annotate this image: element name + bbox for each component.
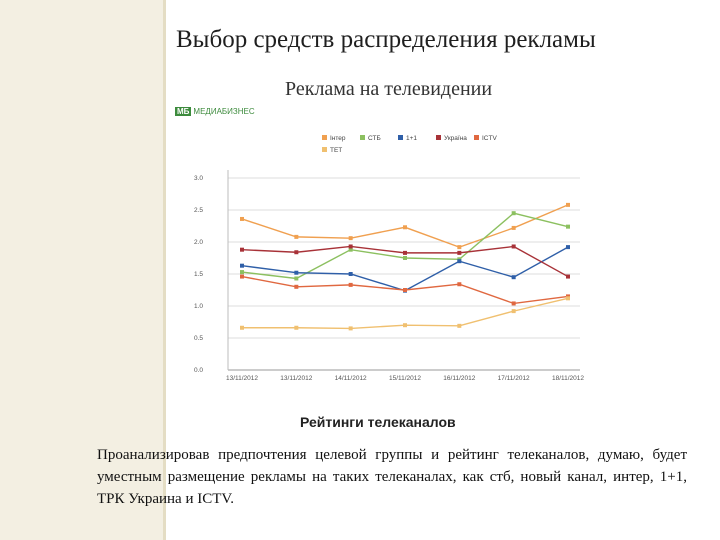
data-point — [348, 236, 353, 241]
y-tick-label: 3.0 — [194, 175, 203, 182]
chart-title: Рейтинги телеканалов — [300, 414, 456, 430]
x-tick-label: 15/11/2012 — [389, 375, 421, 382]
data-point — [240, 216, 244, 221]
chart-legend: Інтер СТБ 1+1 Україна ICTV ТЕТ — [322, 135, 497, 154]
data-point — [511, 301, 516, 306]
data-point — [457, 245, 462, 250]
data-point — [566, 245, 570, 250]
data-point — [511, 309, 516, 314]
data-point — [457, 323, 462, 328]
data-point — [566, 202, 570, 207]
legend-label: ТЕТ — [330, 147, 342, 154]
legend-label: Інтер — [330, 135, 346, 142]
legend-label: СТБ — [368, 135, 381, 142]
data-point — [294, 325, 299, 330]
data-point — [348, 272, 353, 276]
data-point — [348, 244, 353, 249]
y-tick-label: 1.0 — [194, 303, 203, 310]
legend-swatch — [398, 135, 403, 140]
left-decor-line — [163, 0, 166, 540]
data-point — [403, 250, 407, 255]
body-paragraph: Проанализировав предпочтения целевой гру… — [97, 447, 687, 507]
left-decor-band — [0, 0, 163, 540]
x-axis-ticks: 13/11/2012 13/11/2012 14/11/2012 15/11/2012… — [226, 375, 584, 382]
data-point — [457, 250, 462, 255]
data-point — [294, 276, 299, 281]
chart-grid — [227, 170, 580, 371]
x-tick-label: 16/11/2012 — [443, 375, 475, 382]
data-point — [348, 326, 353, 331]
data-point — [294, 250, 299, 255]
legend-label: 1+1 — [406, 135, 417, 142]
y-tick-label: 2.5 — [194, 207, 203, 214]
slide-title: Выбор средств распределения рекламы — [176, 26, 596, 53]
data-point — [294, 284, 299, 289]
data-point — [403, 288, 407, 292]
data-point — [348, 247, 353, 252]
mediabiznes-logo: МБ МЕДИАБИЗНЕС — [175, 107, 255, 116]
data-point — [348, 282, 353, 287]
y-tick-label: 1.5 — [194, 271, 203, 278]
data-point — [511, 225, 516, 230]
data-point — [566, 274, 570, 279]
legend-label: ICTV — [482, 135, 497, 142]
legend-swatch — [322, 135, 327, 140]
data-point — [403, 256, 407, 260]
legend-swatch — [322, 147, 327, 152]
y-tick-label: 0.0 — [194, 367, 203, 374]
x-tick-label: 18/11/2012 — [552, 375, 584, 382]
data-point — [511, 211, 516, 216]
data-point — [403, 323, 407, 328]
x-tick-label: 13/11/2012 — [280, 375, 312, 382]
x-tick-label: 17/11/2012 — [498, 375, 530, 382]
data-point — [294, 234, 299, 239]
data-point — [294, 270, 299, 275]
data-point — [566, 296, 570, 301]
data-point — [240, 325, 244, 330]
x-tick-label: 13/11/2012 — [226, 375, 258, 382]
data-point — [403, 225, 407, 230]
data-point — [511, 244, 516, 249]
data-point — [240, 263, 244, 268]
legend-swatch — [474, 135, 479, 140]
x-tick-label: 14/11/2012 — [335, 375, 367, 382]
legend-label: Україна — [444, 135, 467, 142]
chart-series — [240, 202, 570, 331]
legend-swatch — [436, 135, 441, 140]
slide-subtitle: Реклама на телевидении — [285, 78, 493, 100]
data-point — [240, 247, 244, 252]
logo-badge: МБ — [175, 107, 192, 116]
data-point — [566, 224, 570, 229]
data-point — [457, 282, 462, 287]
data-point — [240, 274, 244, 279]
data-point — [240, 270, 244, 275]
data-point — [511, 275, 516, 280]
data-point — [457, 259, 462, 264]
series-line — [241, 212, 569, 280]
ratings-line-chart: Інтер СТБ 1+1 Україна ICTV ТЕТ 0.0 0.5 1.0 1.5 2.… — [194, 135, 584, 382]
logo-text: МЕДИАБИЗНЕС — [193, 107, 255, 116]
legend-swatch — [360, 135, 365, 140]
y-tick-label: 0.5 — [194, 335, 203, 342]
y-axis-ticks: 0.0 0.5 1.0 1.5 2.0 2.5 3.0 — [194, 175, 203, 374]
y-tick-label: 2.0 — [194, 239, 203, 246]
